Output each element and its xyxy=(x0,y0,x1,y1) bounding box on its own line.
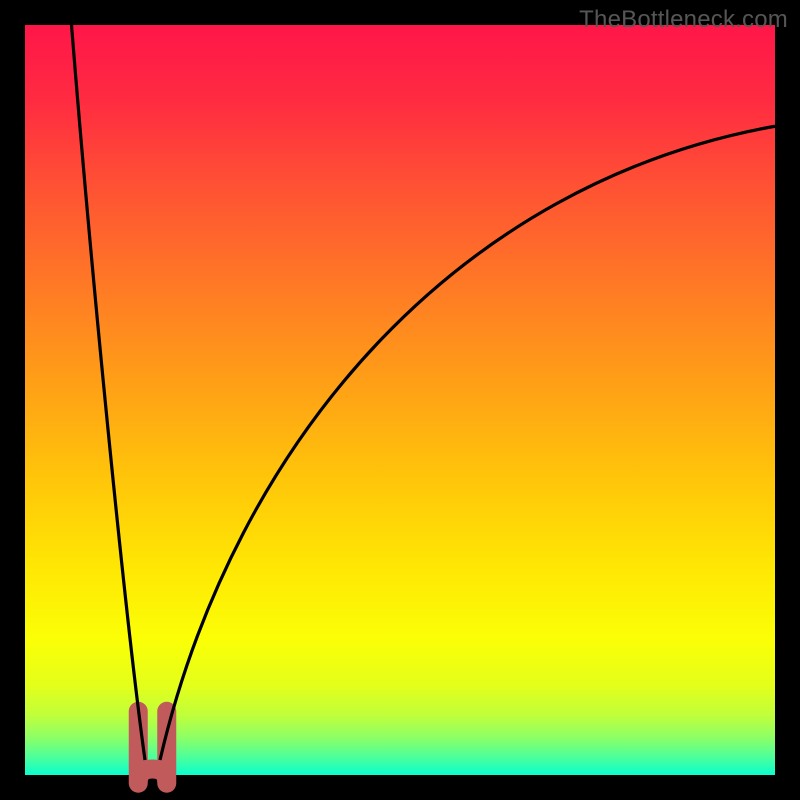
watermark-text: TheBottleneck.com xyxy=(579,6,788,34)
plot-svg xyxy=(0,0,800,800)
gradient-background xyxy=(25,25,775,775)
chart-frame: TheBottleneck.com xyxy=(0,0,800,800)
